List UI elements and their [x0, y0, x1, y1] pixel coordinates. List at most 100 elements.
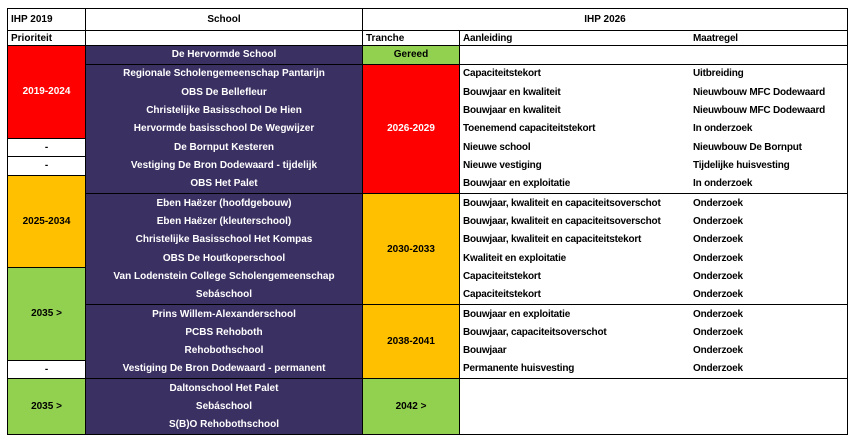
aanleiding-text: Capaciteitstekort: [463, 289, 541, 301]
school-name: Christelijke Basisschool De Hien: [146, 104, 302, 116]
header-maatregel: Maatregel: [693, 32, 738, 44]
reason-measure-row: Nieuwe vestiging Tijdelijke huisvesting: [460, 156, 847, 174]
reason-measure-row: [460, 379, 847, 397]
school-name: De Hervormde School: [171, 49, 277, 61]
school-name: Daltonschool Het Palet: [169, 382, 279, 394]
maatregel-text: Uitbreiding: [693, 68, 744, 80]
aanleiding-text: Bouwjaar, capaciteitsoverschot: [463, 326, 607, 338]
aanleiding-text: Bouwjaar: [463, 345, 507, 357]
maatregel-text: Onderzoek: [693, 252, 743, 264]
school-name: De Bornput Kesteren: [173, 141, 274, 153]
aanleiding-text: Bouwjaar en kwaliteit: [463, 104, 561, 116]
maatregel-text: Onderzoek: [693, 363, 743, 375]
header-tranche: Tranche: [363, 31, 459, 45]
school-block: Daltonschool Het Palet Sebáschool S(B)O Re…: [86, 379, 362, 434]
school-name: Sebáschool: [195, 289, 253, 301]
reason-measure-row: Bouwjaar, kwaliteit en capaciteitsoversc…: [460, 194, 847, 212]
aanleiding-text: Bouwjaar, kwaliteit en capaciteitsoversc…: [463, 197, 661, 209]
maatregel-text: Nieuwbouw MFC Dodewaard: [693, 86, 826, 98]
aanleiding-text: Bouwjaar en kwaliteit: [463, 86, 561, 98]
maatregel-text: Onderzoek: [693, 326, 743, 338]
aanleiding-text: Kwaliteit en exploitatie: [463, 252, 567, 264]
priority-cell: -: [8, 157, 85, 175]
maatregel-text: Onderzoek: [693, 215, 743, 227]
school-name: OBS De Houtkoperschool: [162, 252, 286, 264]
reason-measure-row: Kwaliteit en exploitatie Onderzoek: [460, 249, 847, 267]
priority-cell: -: [8, 138, 85, 156]
school-name: Christelijke Basisschool Het Kompas: [135, 234, 313, 246]
aanleiding-text: Capaciteitstekort: [463, 270, 541, 282]
school-name: Rehobothschool: [184, 345, 264, 357]
header-school-blank: [86, 31, 362, 45]
school-name: Regionale Scholengemeenschap Pantarijn: [123, 68, 325, 80]
aanleiding-text: Toenemend capaciteitstekort: [463, 123, 596, 135]
school-block: Eben Haëzer (hoofdgebouw) Eben Haëzer (kl…: [86, 194, 362, 304]
reason-measure-block: Bouwjaar, kwaliteit en capaciteitsoversc…: [460, 194, 847, 304]
school-name: OBS De Bellefleur: [181, 86, 267, 98]
maatregel-text: Nieuwbouw MFC Dodewaard: [693, 104, 826, 116]
school-name: Eben Haëzer (kleuterschool): [156, 215, 292, 227]
header-ihp2026: IHP 2026: [363, 9, 847, 30]
reason-measure-row: Bouwjaar, capaciteitsoverschot Onderzoek: [460, 323, 847, 341]
maatregel-text: Tijdelijke huisvesting: [693, 159, 790, 171]
school-name: Hervormde basisschool De Wegwijzer: [133, 123, 315, 135]
school-name: Prins Willem-Alexanderschool: [152, 308, 296, 320]
reason-measure-row: Bouwjaar, kwaliteit en capaciteitsoversc…: [460, 212, 847, 230]
tranche-cell: Gereed: [363, 46, 459, 64]
header-ihp2019: IHP 2019: [8, 9, 85, 30]
aanleiding-text: Bouwjaar, kwaliteit en capaciteitsoversc…: [463, 215, 661, 227]
school-name: OBS Het Palet: [190, 178, 258, 190]
maatregel-text: Onderzoek: [693, 234, 743, 246]
priority-cell: -: [8, 360, 85, 378]
reason-measure-row: Toenemend capaciteitstekort In onderzoek: [460, 120, 847, 138]
school-name: S(B)O Rehobothschool: [169, 418, 279, 430]
reason-measure-row: Bouwjaar en exploitatie Onderzoek: [460, 305, 847, 323]
aanleiding-text: Bouwjaar en exploitatie: [463, 178, 571, 190]
reason-measure-row: [460, 397, 847, 415]
school-name: Vestiging De Bron Dodewaard - tijdelijk: [130, 159, 318, 171]
reason-measure-block: [460, 46, 847, 64]
school-name: Sebáschool: [195, 400, 253, 412]
school-name: PCBS Rehoboth: [185, 326, 263, 338]
reason-measure-row: Capaciteitstekort Onderzoek: [460, 267, 847, 285]
reason-measure-block: [460, 379, 847, 434]
tranche-cell: 2038-2041: [363, 305, 459, 378]
aanleiding-text: Capaciteitstekort: [463, 68, 541, 80]
tranche-cell: 2042 >: [363, 379, 459, 434]
reason-measure-row: Bouwjaar en kwaliteit Nieuwbouw MFC Dodew…: [460, 83, 847, 101]
header-reason-measure: Aanleiding Maatregel: [460, 31, 847, 45]
reason-measure-row: Bouwjaar, kwaliteit en capaciteitstekort…: [460, 231, 847, 249]
reason-measure-block: Bouwjaar en exploitatie Onderzoek Bouwjaar…: [460, 305, 847, 378]
school-name: Vestiging De Bron Dodewaard - permanent: [122, 363, 326, 375]
reason-measure-row: Nieuwe school Nieuwbouw De Bornput: [460, 138, 847, 156]
reason-measure-row: Bouwjaar Onderzoek: [460, 342, 847, 360]
maatregel-text: In onderzoek: [693, 123, 753, 135]
reason-measure-row: [460, 415, 847, 433]
aanleiding-text: Bouwjaar, kwaliteit en capaciteitstekort: [463, 234, 642, 246]
reason-measure-block: Capaciteitstekort Uitbreiding Bouwjaar en …: [460, 64, 847, 193]
aanleiding-text: Permanente huisvesting: [463, 363, 575, 375]
tranche-cell: 2030-2033: [363, 194, 459, 304]
maatregel-text: Onderzoek: [693, 308, 743, 320]
tranche-cell: 2026-2029: [363, 64, 459, 193]
maatregel-text: Nieuwbouw De Bornput: [693, 141, 802, 153]
aanleiding-text: Nieuwe vestiging: [463, 159, 542, 171]
maatregel-text: In onderzoek: [693, 178, 753, 190]
priority-cell: 2035 >: [8, 268, 85, 360]
maatregel-text: Onderzoek: [693, 289, 743, 301]
reason-measure-row: [460, 46, 847, 64]
reason-measure-row: Bouwjaar en exploitatie In onderzoek: [460, 175, 847, 193]
maatregel-text: Onderzoek: [693, 270, 743, 282]
reason-measure-row: Permanente huisvesting Onderzoek: [460, 360, 847, 378]
header-prioriteit: Prioriteit: [8, 31, 85, 45]
header-aanleiding: Aanleiding: [463, 32, 513, 44]
school-block: Regionale Scholengemeenschap Pantarijn OB…: [86, 64, 362, 193]
reason-measure-row: Capaciteitstekort Uitbreiding: [460, 65, 847, 83]
school-name: Eben Haëzer (hoofdgebouw): [156, 197, 292, 209]
priority-cell: 2019-2024: [8, 46, 85, 138]
priority-cell: 2035 >: [8, 379, 85, 434]
maatregel-text: Onderzoek: [693, 197, 743, 209]
school-block: Prins Willem-Alexanderschool PCBS Rehobot…: [86, 305, 362, 378]
priority-cell: 2025-2034: [8, 175, 85, 267]
header-school: School: [86, 9, 362, 30]
